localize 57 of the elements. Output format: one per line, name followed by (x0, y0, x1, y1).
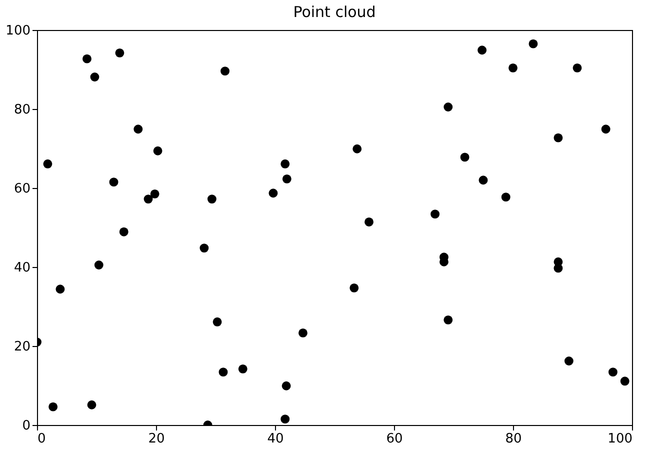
point (478, 46, 487, 55)
x-tick-label: 20 (148, 432, 165, 446)
chart-title: Point cloud (293, 3, 376, 21)
point (90, 72, 100, 82)
point (364, 218, 374, 226)
point (350, 283, 359, 292)
x-tick-label: 40 (267, 432, 284, 446)
point (528, 39, 538, 48)
point (48, 402, 58, 412)
point (220, 66, 230, 76)
y-tick-label: 20 (14, 340, 30, 354)
point (298, 328, 308, 338)
y-tick-label: 80 (14, 102, 30, 118)
point (94, 260, 104, 270)
point (444, 315, 453, 324)
point (608, 368, 618, 377)
x-tick-label: 60 (386, 432, 403, 446)
point (601, 124, 610, 134)
point (134, 124, 143, 134)
point (82, 54, 92, 64)
point (87, 400, 96, 410)
point (620, 376, 630, 386)
x-tick-label: 0 (38, 432, 46, 446)
point (119, 227, 128, 236)
point (238, 364, 248, 374)
point (460, 152, 470, 162)
point (564, 356, 574, 366)
y-tick-label: 40 (14, 260, 30, 276)
point (153, 146, 162, 156)
point (280, 414, 290, 424)
x-tick-label: 80 (505, 432, 522, 446)
point (282, 381, 291, 390)
point (43, 159, 52, 168)
y-tick-label: 0 (22, 418, 30, 434)
point (444, 102, 453, 112)
x-tick-label: 100 (608, 432, 632, 446)
point (218, 368, 228, 377)
point (144, 194, 153, 204)
point (280, 159, 290, 168)
point (115, 48, 124, 58)
point (212, 317, 222, 326)
y-tick-label: 100 (6, 24, 30, 38)
point (554, 133, 563, 142)
point (207, 194, 216, 204)
point (56, 284, 65, 294)
point (572, 63, 582, 72)
point (268, 188, 278, 198)
point (282, 174, 292, 184)
y-tick-label: 60 (14, 182, 30, 196)
point (150, 189, 160, 198)
point (501, 192, 510, 202)
point (109, 178, 118, 187)
point (508, 63, 518, 72)
point (352, 144, 362, 154)
point (200, 244, 209, 253)
point (478, 176, 488, 185)
point (430, 210, 440, 219)
